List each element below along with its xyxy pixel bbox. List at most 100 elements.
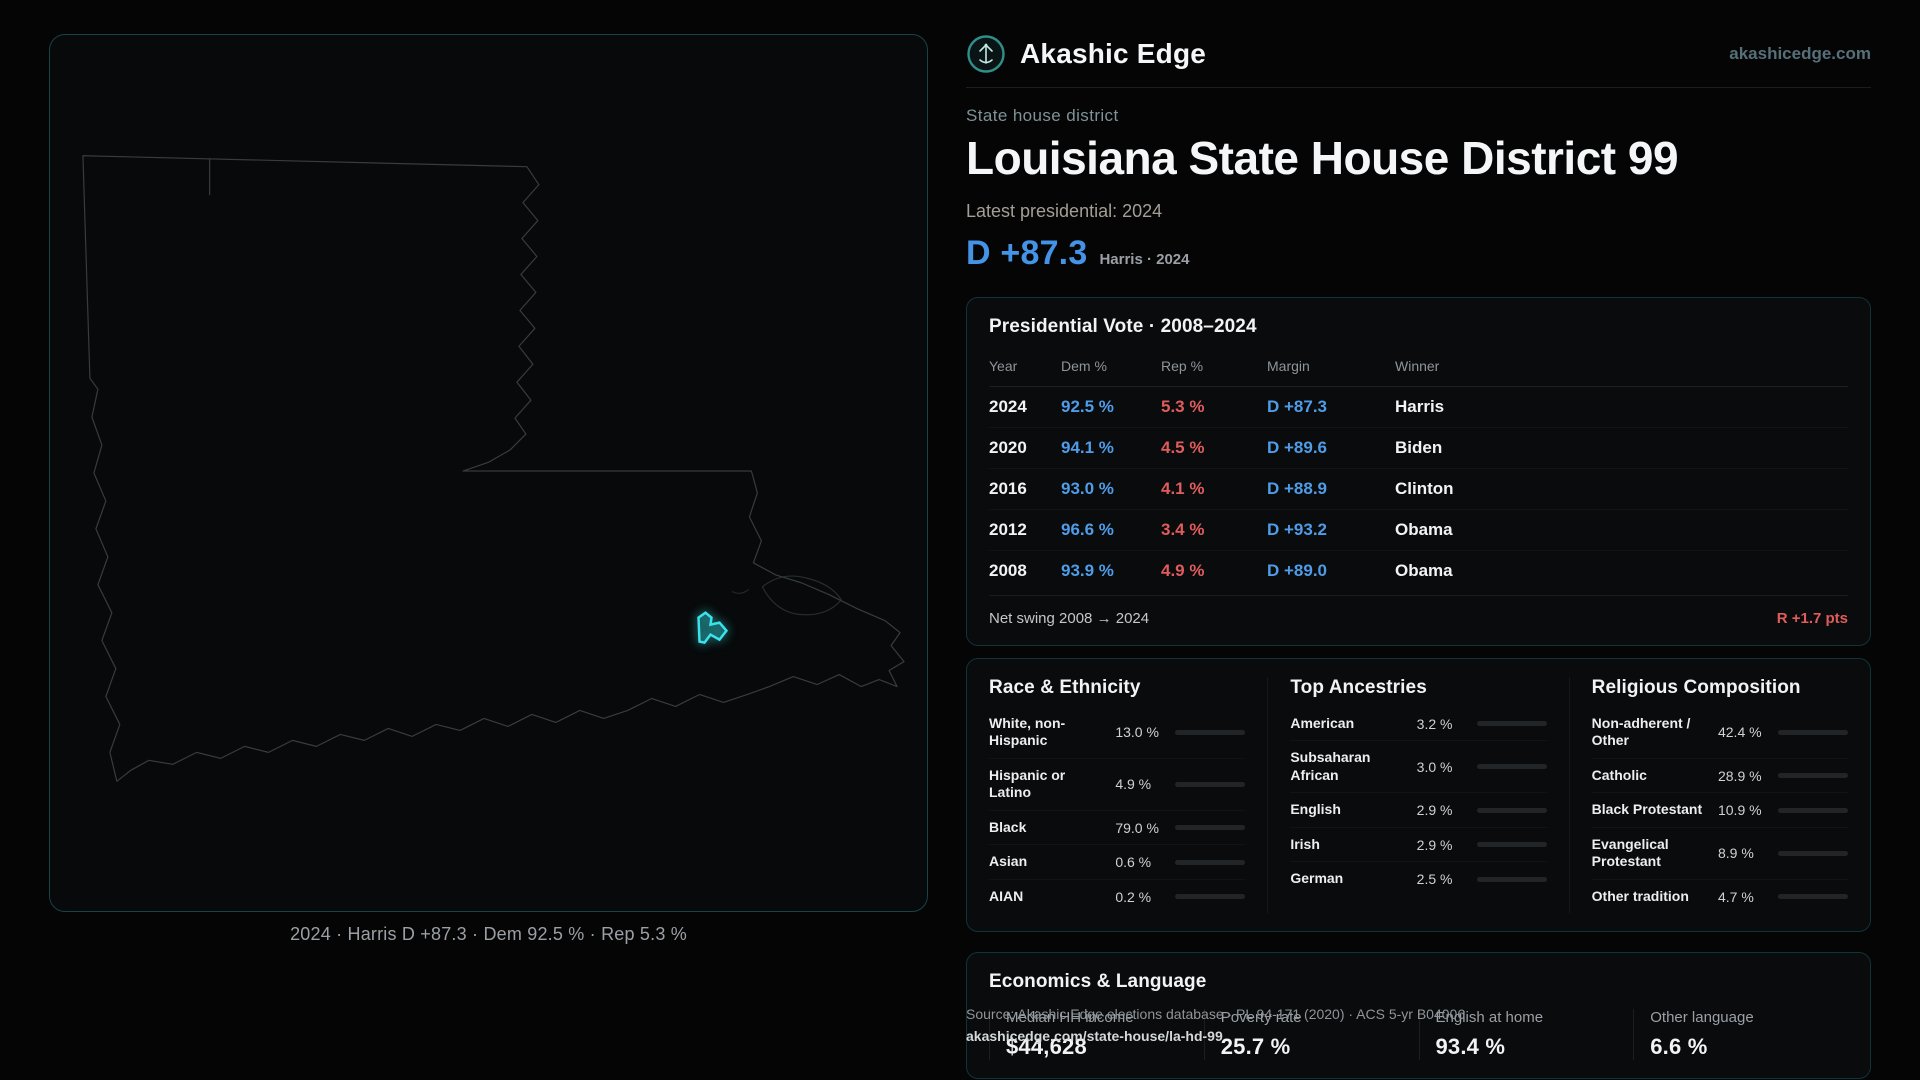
stat-value: 79.0 % (1115, 819, 1159, 836)
top-ancestries-title: Top Ancestries (1290, 676, 1427, 698)
cell-margin: D +89.0 (1267, 560, 1328, 580)
net-swing-label: Net swing 2008 → 2024 (989, 609, 1150, 627)
cell-margin: D +89.6 (1267, 437, 1328, 457)
stat-row: American 3.2 % (1290, 707, 1547, 742)
margin-context: Harris · 2024 (1099, 250, 1190, 268)
presidential-vote-table: Year Dem % Rep % Margin Winner 2024 92.5… (989, 350, 1848, 591)
stat-value: $44,628 (1006, 1034, 1087, 1060)
economics-language-card: Economics & Language Median HH income $4… (966, 952, 1871, 1080)
stat-value: 3.2 % (1416, 715, 1453, 732)
stat-bar (1476, 764, 1547, 770)
presidential-vote-card: Presidential Vote · 2008–2024 Year Dem %… (966, 296, 1871, 646)
cell-winner: Harris (1395, 396, 1445, 416)
cell-dem: 93.9 % (1061, 560, 1114, 580)
stat-label: Non-adherent / Other (1591, 714, 1691, 749)
brand-name: Akashic Edge (1020, 38, 1207, 69)
site-link[interactable]: akashicedge.com (1729, 44, 1871, 63)
col-dem: Dem % (1061, 357, 1107, 374)
table-row: 2016 93.0 % 4.1 % D +88.9 Clinton (989, 469, 1848, 510)
cell-year: 2012 (989, 519, 1027, 539)
stat-row: White, non-Hispanic 13.0 % (989, 707, 1246, 759)
cell-winner: Obama (1395, 519, 1453, 539)
stat-label: Hispanic or Latino (989, 766, 1066, 801)
stat-row: Asian 0.6 % (989, 845, 1246, 880)
louisiana-map (82, 155, 905, 782)
stat-label: German (1290, 870, 1344, 887)
cell-year: 2016 (989, 478, 1027, 498)
cell-dem: 92.5 % (1061, 396, 1114, 416)
stat-row: Black 79.0 % (989, 811, 1246, 846)
cell-margin: D +87.3 (1267, 396, 1328, 416)
akashic-edge-logo-icon (967, 35, 1005, 73)
table-row: 2020 94.1 % 4.5 % D +89.6 Biden (989, 428, 1848, 469)
stat-bar (1175, 781, 1246, 787)
stat-row: Non-adherent / Other 42.4 % (1592, 707, 1848, 759)
stat-poverty-rate: Poverty rate 25.7 % (1203, 1009, 1419, 1061)
stat-row: Irish 2.9 % (1290, 828, 1547, 863)
stat-label: American (1290, 714, 1355, 731)
stat-bar (1777, 850, 1848, 856)
headline-margin: D +87.3 Harris · 2024 (966, 234, 1871, 273)
stat-value: 4.7 % (1717, 888, 1754, 905)
stat-label: Subsaharan African (1290, 749, 1371, 783)
religious-composition-title: Religious Composition (1591, 676, 1801, 698)
stat-label: Median HH income (1006, 1009, 1134, 1027)
stat-value: 93.4 % (1435, 1034, 1506, 1060)
stat-bar (1476, 721, 1547, 727)
table-row: 2024 92.5 % 5.3 % D +87.3 Harris (989, 387, 1848, 428)
cell-winner: Obama (1395, 560, 1453, 580)
cell-dem: 93.0 % (1061, 478, 1114, 498)
cell-winner: Biden (1395, 437, 1443, 457)
stat-bar (1476, 807, 1547, 813)
stat-value: 4.9 % (1115, 776, 1152, 793)
permalink[interactable]: akashicedge.com/state-house/la-hd-99 (966, 1027, 1223, 1044)
top-ancestries-section: Top Ancestries American 3.2 % Subsaharan… (1267, 676, 1547, 914)
stat-value: 3.0 % (1416, 758, 1453, 775)
stat-label: White, non-Hispanic (989, 714, 1066, 749)
stat-english-at-home: English at home 93.4 % (1418, 1009, 1634, 1061)
stat-row: AIAN 0.2 % (989, 880, 1246, 914)
cell-rep: 4.1 % (1161, 478, 1205, 498)
stat-value: 10.9 % (1717, 802, 1762, 819)
stat-value: 2.5 % (1416, 871, 1453, 888)
stat-value: 8.9 % (1717, 845, 1754, 862)
stat-row: Other tradition 4.7 % (1592, 880, 1848, 914)
cell-winner: Clinton (1395, 478, 1454, 498)
stat-bar (1175, 859, 1246, 865)
district-highlight[interactable] (697, 611, 729, 644)
economics-language-title: Economics & Language (989, 971, 1207, 993)
col-rep: Rep % (1161, 357, 1204, 374)
stat-label: Poverty rate (1220, 1009, 1302, 1027)
stat-row: Hispanic or Latino 4.9 % (989, 759, 1246, 811)
stat-label: Asian (989, 853, 1028, 870)
stat-bar (1777, 773, 1848, 779)
stat-label: Black Protestant (1591, 801, 1703, 818)
stat-value: 0.6 % (1115, 854, 1152, 871)
stat-row: Evangelical Protestant 8.9 % (1592, 828, 1848, 880)
table-row: 2008 93.9 % 4.9 % D +89.0 Obama (989, 551, 1848, 591)
stat-bar (1175, 729, 1246, 735)
race-ethnicity-section: Race & Ethnicity White, non-Hispanic 13.… (989, 676, 1246, 914)
cell-year: 2020 (989, 437, 1027, 457)
net-swing-value: R +1.7 pts (1776, 609, 1848, 627)
brand: Akashic Edge (966, 34, 1206, 74)
cell-dem: 96.6 % (1061, 519, 1114, 539)
net-swing-row: Net swing 2008 → 2024 R +1.7 pts (989, 594, 1848, 627)
stat-value: 28.9 % (1717, 767, 1762, 784)
district-map-panel (49, 34, 928, 912)
stat-bar (1476, 842, 1547, 848)
stat-bar (1777, 807, 1848, 813)
map-caption: 2024 · Harris D +87.3 · Dem 92.5 % · Rep… (290, 924, 687, 944)
stat-row: German 2.5 % (1290, 862, 1547, 896)
stat-row: Subsaharan African 3.0 % (1290, 741, 1547, 793)
cell-rep: 5.3 % (1161, 396, 1205, 416)
stat-value: 6.6 % (1650, 1034, 1708, 1060)
cell-rep: 3.4 % (1161, 519, 1205, 539)
stat-label: Irish (1290, 835, 1320, 852)
stat-row: Black Protestant 10.9 % (1592, 793, 1848, 828)
site-header: Akashic Edge akashicedge.com (966, 0, 1871, 88)
stat-value: 2.9 % (1416, 836, 1453, 853)
stat-value: 13.0 % (1115, 724, 1159, 741)
race-ethnicity-title: Race & Ethnicity (989, 676, 1141, 698)
stat-bar (1777, 729, 1848, 735)
